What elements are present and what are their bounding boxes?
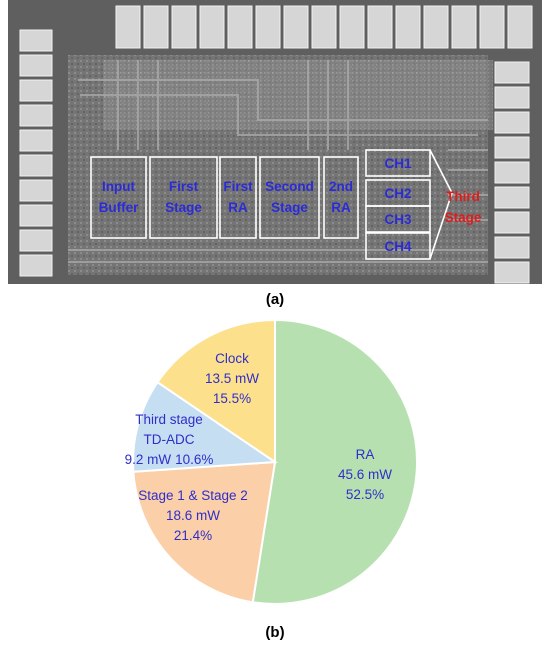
bond-pad: [494, 61, 530, 84]
pie-slice: [132, 460, 277, 604]
bond-pad: [494, 211, 530, 234]
block-outline: [323, 156, 359, 239]
block-outline: [149, 156, 218, 239]
bond-pad: [19, 104, 53, 127]
slice-value-label: 9.2 mW 10.6%: [125, 452, 214, 467]
slice-percent-label: 10.6%: [175, 452, 213, 467]
slice-power-label: 13.5 mW: [205, 371, 259, 386]
slice-percent-label: 21.4%: [174, 528, 212, 543]
bond-pad: [115, 5, 141, 49]
channel-outline: [365, 205, 431, 233]
bond-pad: [19, 229, 53, 252]
bond-pad: [494, 111, 530, 134]
pie-slice: [251, 318, 419, 605]
bond-pad: [423, 5, 449, 49]
bond-pad: [494, 261, 530, 284]
bond-pad: [19, 129, 53, 152]
slice-name-label: Third stage TD-ADC: [135, 412, 203, 447]
pie-slice: [156, 318, 276, 464]
power-breakdown-pie: RA 45.6 mW 52.5% Stage 1 & Stage 2 18.6 mW 21…: [125, 318, 419, 605]
slice-power-label: 45.6 mW: [338, 467, 392, 482]
bond-pad: [507, 5, 533, 49]
block-label: 2nd RA: [329, 179, 353, 215]
bond-pad: [494, 161, 530, 184]
bond-pad: [283, 5, 309, 49]
channel-label: CH2: [384, 186, 411, 201]
block-outline: [219, 156, 257, 239]
slice-power-label: 18.6 mW: [166, 508, 220, 523]
channel-label: CH4: [384, 239, 411, 254]
pie-slice: [132, 380, 278, 473]
channel-label: CH1: [384, 156, 411, 171]
block-label: First RA: [223, 179, 253, 215]
slice-name-label: RA: [356, 447, 375, 462]
bond-pad: [19, 254, 53, 277]
bond-pad: [451, 5, 477, 49]
panel-a-caption: (a): [265, 291, 285, 308]
bond-pad: [19, 154, 53, 177]
bond-pad: [19, 54, 53, 77]
block-outline: [259, 156, 320, 239]
bond-pad: [367, 5, 393, 49]
bond-pad: [255, 5, 281, 49]
block-label: First Stage: [165, 179, 202, 215]
bond-pad: [339, 5, 365, 49]
bond-pad: [494, 186, 530, 209]
panel-b-caption: (b): [265, 624, 285, 641]
bond-pad: [227, 5, 253, 49]
slice-name-label: Stage 1 & Stage 2: [138, 488, 248, 503]
bond-pad: [311, 5, 337, 49]
bond-pad: [395, 5, 421, 49]
bond-pad: [494, 136, 530, 159]
bond-pad: [171, 5, 197, 49]
block-label: Second Stage: [265, 179, 314, 215]
channel-outline: [365, 149, 431, 177]
bond-pad: [19, 204, 53, 227]
bond-pad: [19, 29, 53, 52]
bond-pad: [494, 236, 530, 259]
slice-name-label: Clock: [215, 351, 249, 366]
block-outline: [90, 156, 147, 239]
bond-pad: [143, 5, 169, 49]
chip-micrograph: Input Buffer First Stage First RA Second Stage 2…: [8, 0, 542, 284]
channel-label: CH3: [384, 212, 411, 227]
channel-outline: [365, 232, 431, 260]
bond-pad: [19, 179, 53, 202]
block-label: Input Buffer: [99, 179, 139, 215]
bond-pad: [479, 5, 505, 49]
slice-power-label: 9.2 mW: [125, 452, 172, 467]
bond-pad: [494, 86, 530, 109]
slice-percent-label: 52.5%: [346, 487, 384, 502]
bond-pad: [199, 5, 225, 49]
bond-pad: [19, 79, 53, 102]
slice-percent-label: 15.5%: [213, 391, 251, 406]
third-stage-label: Third Stage: [445, 189, 482, 225]
third-stage-bracket: [429, 149, 453, 260]
